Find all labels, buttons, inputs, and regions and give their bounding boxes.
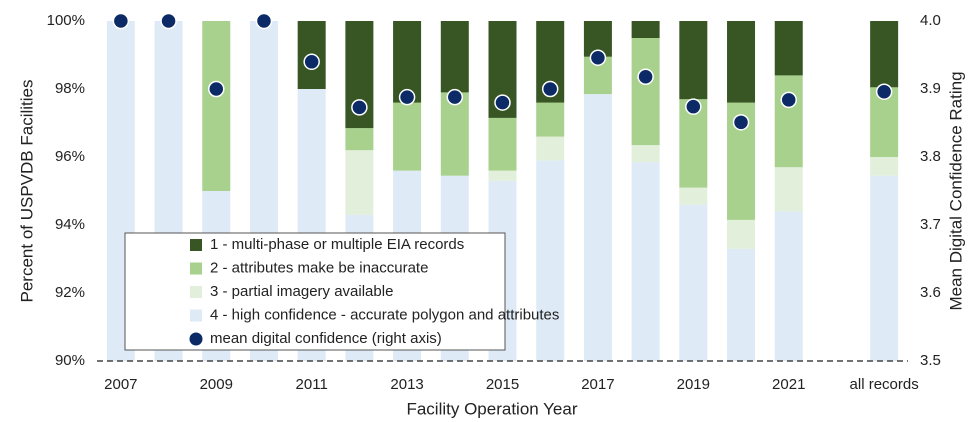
bar-segment (727, 21, 756, 103)
y2-axis-label: Mean Digital Confidence Rating (946, 71, 965, 310)
bar-segment (536, 136, 565, 161)
y2-tick-label: 3.9 (920, 80, 941, 97)
bar-segment (345, 128, 374, 151)
mean-marker (685, 98, 702, 115)
mean-marker (208, 80, 225, 98)
legend-marker (189, 332, 203, 346)
bar-segment (440, 21, 469, 93)
mean-marker (160, 12, 177, 30)
legend-swatch (190, 239, 202, 251)
mean-marker (303, 53, 320, 71)
bar-segment (488, 117, 517, 171)
x-axis-label: Facility Operation Year (406, 399, 577, 418)
legend-label: mean digital confidence (right axis) (210, 330, 442, 347)
x-tick-label: 2019 (677, 376, 710, 393)
y-tick-label: 100% (47, 12, 85, 29)
mean-marker (732, 114, 750, 131)
y-tick-label: 98% (55, 80, 85, 97)
y2-tick-label: 4.0 (920, 12, 941, 29)
bar-segment (631, 38, 660, 146)
legend-label: 2 - attributes make be inaccurate (210, 259, 428, 276)
bar-segment (631, 162, 660, 361)
mean-marker (589, 49, 607, 66)
mean-marker (255, 12, 273, 30)
legend-label: 1 - multi-phase or multiple EIA records (210, 236, 464, 253)
mean-marker (398, 88, 416, 106)
x-tick-label: 2007 (104, 376, 137, 393)
bar-segment (631, 145, 660, 163)
bar-segment (727, 248, 756, 361)
y-axis-label: Percent of USPVDB Facilities (17, 80, 36, 303)
x-tick-label: 2013 (390, 376, 423, 393)
y-tick-label: 92% (55, 284, 85, 301)
y2-tick-label: 3.8 (920, 148, 941, 165)
bar-segment (631, 21, 660, 38)
y2-tick-label: 3.5 (920, 352, 941, 369)
mean-marker (446, 88, 464, 106)
bar-segment (440, 92, 469, 176)
bar-segment (488, 170, 517, 181)
mean-marker (351, 99, 368, 116)
bar-segment (870, 175, 899, 361)
bar-segment (774, 21, 803, 76)
y2-tick-label: 3.7 (920, 216, 941, 233)
legend-swatch (190, 262, 202, 275)
bar-segment (774, 75, 803, 168)
x-tick-label: 2011 (296, 376, 328, 393)
mean-marker (112, 12, 130, 30)
mean-marker (494, 94, 511, 111)
legend-swatch (190, 309, 202, 322)
bar-segment (202, 21, 231, 191)
mean-marker (637, 68, 654, 86)
bar-segment (870, 157, 899, 176)
y-tick-label: 90% (55, 352, 85, 369)
bar-segment (679, 21, 708, 100)
bar-segment (727, 219, 756, 249)
mean-marker (541, 80, 559, 98)
legend-box (124, 232, 506, 351)
bar-segment (870, 21, 899, 88)
bar-segment (536, 102, 565, 137)
x-tick-label: all records (850, 376, 919, 393)
x-tick-label: 2009 (200, 376, 233, 393)
legend-label: 3 - partial imagery available (210, 283, 393, 300)
legend-label: 4 - high confidence - accurate polygon a… (210, 306, 559, 323)
bar-segment (774, 167, 803, 212)
bar-segment (774, 211, 803, 361)
bar-segment (679, 204, 708, 361)
mean-marker (780, 91, 797, 109)
y-tick-label: 96% (55, 148, 85, 165)
mean-marker (875, 83, 893, 100)
legend-swatch (190, 286, 202, 298)
y-tick-label: 94% (55, 216, 85, 233)
bar-segment (583, 94, 612, 361)
bar-segment (536, 160, 565, 361)
x-tick-label: 2017 (581, 376, 614, 393)
bar-segment (679, 187, 708, 205)
y2-tick-label: 3.6 (920, 284, 941, 301)
bar-segment (345, 150, 374, 215)
bar-segment (393, 102, 422, 171)
x-tick-label: 2015 (486, 376, 519, 393)
x-tick-label: 2021 (772, 376, 805, 393)
